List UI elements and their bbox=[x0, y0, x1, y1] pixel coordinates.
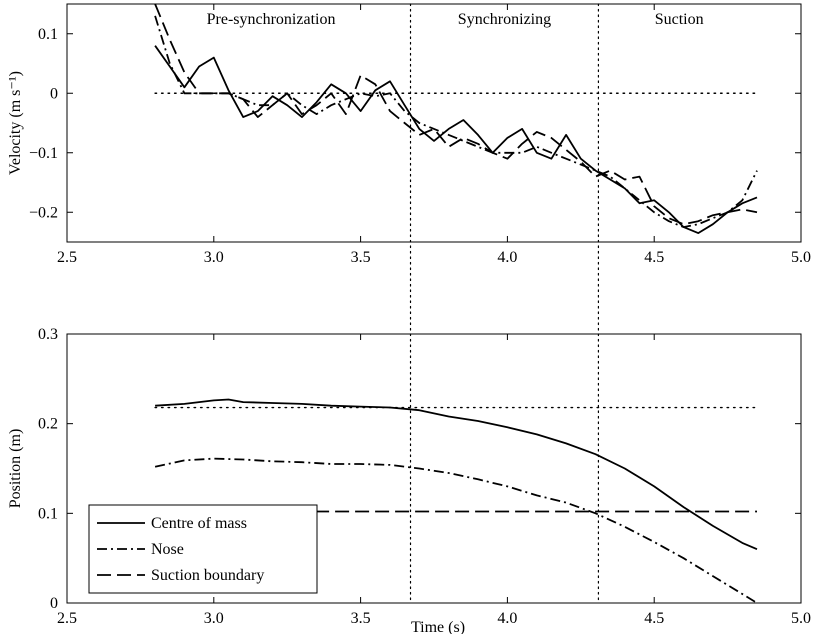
y-tick-label: 0.3 bbox=[38, 326, 58, 343]
phase-boundary-lines bbox=[409, 3, 600, 604]
x-tick-label: 4.5 bbox=[644, 249, 664, 266]
x-tick-label: 4.0 bbox=[497, 610, 517, 627]
plot-frame bbox=[66, 333, 802, 604]
y-tick-label: 0.1 bbox=[38, 505, 58, 522]
phase-label: Pre-synchronization bbox=[207, 11, 336, 28]
x-tick-label: 3.0 bbox=[204, 249, 224, 266]
y-tick-label: −0.1 bbox=[29, 145, 58, 162]
x-tick-label: 4.5 bbox=[644, 610, 664, 627]
legend-label: Suction boundary bbox=[151, 567, 264, 584]
x-tick-label: 2.5 bbox=[57, 610, 77, 627]
y-tick-label: 0.2 bbox=[38, 416, 58, 433]
series-line-solid bbox=[154, 45, 758, 235]
x-tick-label: 3.0 bbox=[204, 610, 224, 627]
phase-label: Synchronizing bbox=[458, 11, 551, 28]
x-tick-label: 2.5 bbox=[57, 249, 77, 266]
series-line-dashed bbox=[154, 4, 758, 226]
series-line-nose bbox=[154, 457, 758, 603]
x-tick-label: 3.5 bbox=[351, 249, 371, 266]
x-axis-label: Time (s) bbox=[411, 619, 465, 634]
plot-frame bbox=[66, 3, 802, 243]
legend-label: Centre of mass bbox=[151, 515, 247, 532]
y-axis-label: Velocity (m s⁻¹) bbox=[7, 71, 24, 175]
x-tick-label: 5.0 bbox=[791, 249, 811, 266]
y-axis-label: Position (m) bbox=[7, 429, 24, 509]
velocity-plot: 2.5 3.0 3.5 4.0 4.5 5.0 −0.2 −0.1 0 0.1 Velocity (… bbox=[7, 3, 811, 266]
y-tick-label: 0.1 bbox=[38, 26, 58, 43]
x-tick-label: 3.5 bbox=[351, 610, 371, 627]
x-tick-label: 5.0 bbox=[791, 610, 811, 627]
y-tick-label: 0 bbox=[50, 85, 58, 102]
position-plot: 2.5 3.0 3.5 4.0 4.5 5.0 0 0.1 0.2 0.3 Position (m)… bbox=[7, 326, 811, 634]
series-line-dash-dot bbox=[154, 15, 758, 229]
series-line-centre-of-mass bbox=[155, 398, 758, 551]
y-tick-label: 0 bbox=[50, 595, 58, 612]
legend: Centre of mass Nose Suction boundary bbox=[88, 504, 318, 594]
legend-label: Nose bbox=[151, 541, 184, 558]
x-tick-label: 4.0 bbox=[497, 249, 517, 266]
phase-label: Suction bbox=[655, 11, 704, 28]
y-tick-label: −0.2 bbox=[29, 204, 58, 221]
